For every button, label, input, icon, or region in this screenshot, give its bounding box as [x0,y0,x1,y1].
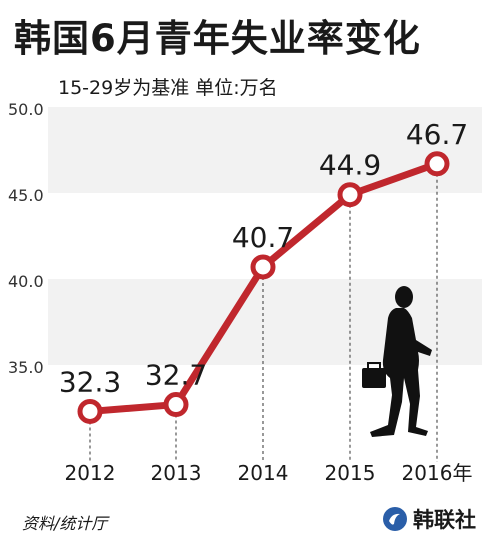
data-point [250,254,276,280]
value-label: 32.7 [145,359,207,392]
x-tick-label: 2014 [238,461,289,485]
x-axis-labels: 2012 2013 2014 2015 2016年 [65,461,473,485]
data-point [77,398,103,424]
agency-name: 韩联社 [413,508,476,532]
y-axis-ticks: 50.0 45.0 40.0 35.0 [8,100,44,377]
x-tick-label: 2015 [325,461,376,485]
value-label: 46.7 [406,118,468,151]
y-tick-label: 50.0 [8,100,44,119]
data-point [163,392,189,418]
value-label: 44.9 [319,149,381,182]
x-tick-label: 2013 [151,461,202,485]
value-label: 32.3 [59,365,121,398]
yonhap-logo-icon [383,507,407,531]
value-label: 40.7 [232,221,294,254]
x-tick-label: 2012 [65,461,116,485]
agency-credit: 韩联社 [382,504,476,534]
data-point [337,182,363,208]
businessman-silhouette-icon [362,286,432,437]
value-labels: 32.3 32.7 40.7 44.9 46.7 [59,118,468,399]
chart-subtitle: 15-29岁为基准 单位:万名 [58,77,278,99]
chart-title: 韩国6月青年失业率变化 [14,17,421,60]
x-tick-label: 2016年 [402,461,473,485]
guide-lines [89,173,438,462]
data-points [77,151,450,424]
y-tick-label: 35.0 [8,358,44,377]
data-point [424,151,450,177]
y-tick-label: 45.0 [8,186,44,205]
y-tick-label: 40.0 [8,272,44,291]
background-band [48,107,482,193]
data-source: 资料/统计厅 [22,514,108,533]
